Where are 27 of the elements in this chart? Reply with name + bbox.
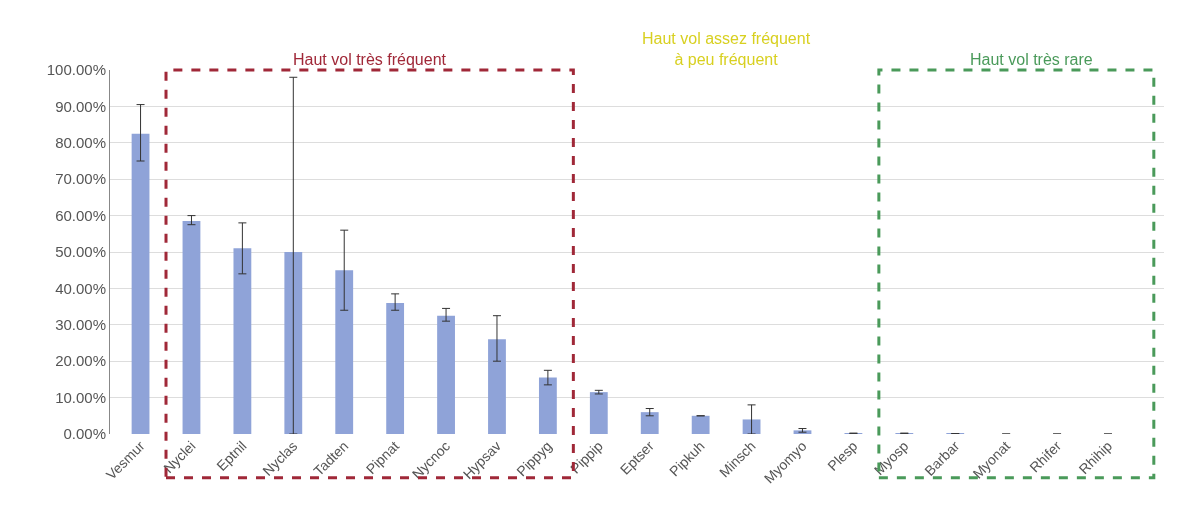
text: Haut vol assez fréquent à peu fréquent bbox=[642, 30, 811, 68]
y-tick-label: 70.00% bbox=[55, 170, 106, 188]
y-tick-label: 90.00% bbox=[55, 97, 106, 115]
bar bbox=[131, 133, 150, 434]
bar bbox=[437, 315, 455, 434]
y-tick-label: 20.00% bbox=[55, 352, 106, 370]
y-tick-label: 80.00% bbox=[55, 134, 106, 152]
bar bbox=[589, 392, 608, 434]
bar bbox=[538, 377, 557, 434]
y-tick-label: 50.00% bbox=[55, 243, 106, 261]
bar bbox=[284, 252, 303, 434]
bar bbox=[182, 221, 201, 434]
bar bbox=[640, 412, 659, 434]
bar bbox=[742, 419, 761, 434]
y-tick-label: 30.00% bbox=[55, 316, 106, 334]
bar bbox=[691, 415, 710, 434]
y-tick-label: 0.00% bbox=[63, 425, 106, 443]
y-tick-label: 100.00% bbox=[46, 61, 106, 79]
y-tick-label: 10.00% bbox=[55, 388, 106, 406]
bar bbox=[386, 302, 405, 434]
bar bbox=[335, 270, 354, 434]
y-tick-label: 40.00% bbox=[55, 279, 106, 297]
text: Haut vol très fréquent bbox=[293, 51, 447, 68]
y-tick-label: 60.00% bbox=[55, 206, 106, 224]
bar bbox=[233, 248, 252, 434]
text: Haut vol très rare bbox=[970, 51, 1093, 68]
bar bbox=[488, 339, 506, 434]
